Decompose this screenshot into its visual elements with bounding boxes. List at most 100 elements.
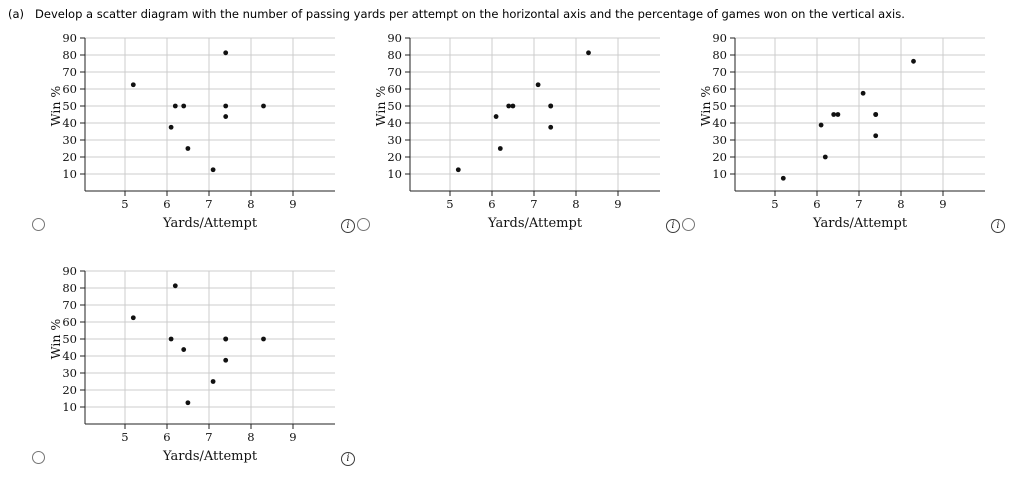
data-point: [261, 336, 266, 342]
x-tick-label: 5: [121, 430, 128, 444]
y-tick-label: 40: [387, 116, 402, 130]
data-point: [210, 379, 216, 384]
x-axis-label: Yards/Attempt: [162, 216, 258, 231]
x-tick-label: 5: [771, 197, 778, 211]
x-tick-label: 8: [897, 197, 904, 211]
data-point: [168, 124, 174, 130]
y-tick-label: 50: [712, 99, 727, 113]
x-tick-label: 7: [530, 197, 537, 211]
info-icon[interactable]: i: [341, 452, 355, 466]
x-tick-label: 6: [163, 430, 170, 444]
option-4-radio[interactable]: [32, 451, 45, 464]
y-tick-label: 30: [712, 133, 727, 147]
y-tick-label: 80: [712, 48, 727, 62]
y-tick-label: 50: [387, 99, 402, 113]
option-3-radio[interactable]: [682, 218, 695, 231]
x-tick-label: 9: [289, 197, 296, 211]
scatter-plot-option-2: 10 20 30 40 50 60 70 80 90 5 6 7 8 9 Win %: [373, 31, 660, 211]
data-point: [510, 103, 516, 109]
data-point: [185, 400, 191, 406]
y-tick-label: 60: [62, 315, 77, 329]
chart-option-1: 10 20 30 40 50 60 70 80 90 5 6 7 8 9 Win % Yards/Attem…: [30, 28, 360, 240]
x-tick-label: 7: [205, 430, 212, 444]
data-point: [831, 112, 837, 117]
y-axis-label: Win %: [698, 86, 713, 127]
chart-option-4-footer: Yards/Attempt i: [30, 448, 360, 468]
data-point: [911, 58, 916, 64]
data-point: [223, 357, 229, 363]
x-tick-label: 6: [163, 197, 170, 211]
scatter-plot-option-3: 10 20 30 40 50 60 70 80 90 5 6 7 8 9 Win %: [698, 31, 985, 211]
option-1-radio[interactable]: [32, 218, 45, 231]
y-tick-label: 80: [62, 48, 77, 62]
y-tick-label: 30: [62, 366, 77, 380]
y-axis-label: Win %: [48, 319, 63, 360]
y-tick-label: 60: [712, 82, 727, 96]
data-point: [185, 146, 191, 151]
chart-option-3-footer: Yards/Attempt i: [680, 215, 1010, 235]
data-point: [172, 283, 178, 289]
info-icon[interactable]: i: [991, 219, 1005, 233]
y-tick-label: 40: [712, 116, 727, 130]
data-point: [210, 167, 216, 173]
y-tick-label: 20: [387, 150, 402, 164]
y-axis-label: Win %: [48, 86, 63, 127]
scatter-plot-option-1: 10 20 30 40 50 60 70 80 90 5 6 7 8 9 Win %: [48, 31, 335, 211]
x-tick-label: 9: [614, 197, 621, 211]
y-tick-label: 50: [62, 332, 77, 346]
y-tick-label: 90: [62, 31, 77, 45]
x-tick-label: 8: [247, 197, 254, 211]
y-tick-label: 30: [387, 133, 402, 147]
x-tick-label: 7: [205, 197, 212, 211]
info-icon[interactable]: i: [666, 219, 680, 233]
y-tick-label: 20: [712, 150, 727, 164]
scatter-plot-option-4: 10 20 30 40 50 60 70 80 90 5 6 7 8 9 Win %: [48, 264, 335, 444]
x-tick-label: 6: [813, 197, 820, 211]
data-point: [168, 336, 174, 342]
y-tick-label: 20: [62, 383, 77, 397]
y-tick-label: 90: [712, 31, 727, 45]
option-2-radio[interactable]: [357, 218, 370, 231]
data-point: [223, 50, 229, 56]
y-tick-label: 80: [62, 281, 77, 295]
y-tick-label: 90: [387, 31, 402, 45]
data-point: [873, 112, 879, 117]
y-tick-label: 10: [387, 167, 402, 181]
chart-option-3: 10 20 30 40 50 60 70 80 90 5 6 7 8 9 Win % Yards/Attem…: [680, 28, 1010, 240]
chart-option-4: 10 20 30 40 50 60 70 80 90 5 6 7 8 9 Win % Yards/Attem…: [30, 261, 360, 473]
y-tick-label: 70: [62, 298, 77, 312]
x-tick-label: 5: [121, 197, 128, 211]
data-point: [223, 114, 229, 119]
data-point: [548, 103, 554, 109]
data-point: [261, 103, 266, 109]
y-tick-label: 40: [62, 116, 77, 130]
y-tick-label: 50: [62, 99, 77, 113]
chart-option-1-footer: Yards/Attempt i: [30, 215, 360, 235]
data-point: [860, 90, 866, 96]
info-icon[interactable]: i: [341, 219, 355, 233]
question: (a) Develop a scatter diagram with the nu…: [8, 7, 905, 21]
data-point: [497, 146, 503, 151]
x-tick-label: 6: [488, 197, 495, 211]
data-point: [493, 114, 499, 119]
y-tick-label: 20: [62, 150, 77, 164]
data-point: [780, 175, 786, 181]
y-tick-label: 70: [387, 65, 402, 79]
x-tick-label: 8: [572, 197, 579, 211]
data-point: [130, 82, 136, 88]
x-tick-label: 9: [939, 197, 946, 211]
data-point: [181, 347, 187, 352]
data-point: [506, 103, 512, 109]
chart-option-2-footer: Yards/Attempt i: [355, 215, 685, 235]
data-point: [130, 315, 136, 321]
y-tick-label: 60: [62, 82, 77, 96]
y-tick-label: 10: [62, 400, 77, 414]
data-point: [223, 336, 229, 342]
data-point: [818, 122, 824, 128]
question-text: Develop a scatter diagram with the numbe…: [35, 7, 905, 21]
question-part-label: (a): [8, 7, 25, 21]
y-tick-label: 10: [712, 167, 727, 181]
data-point: [181, 103, 187, 109]
y-tick-label: 70: [62, 65, 77, 79]
